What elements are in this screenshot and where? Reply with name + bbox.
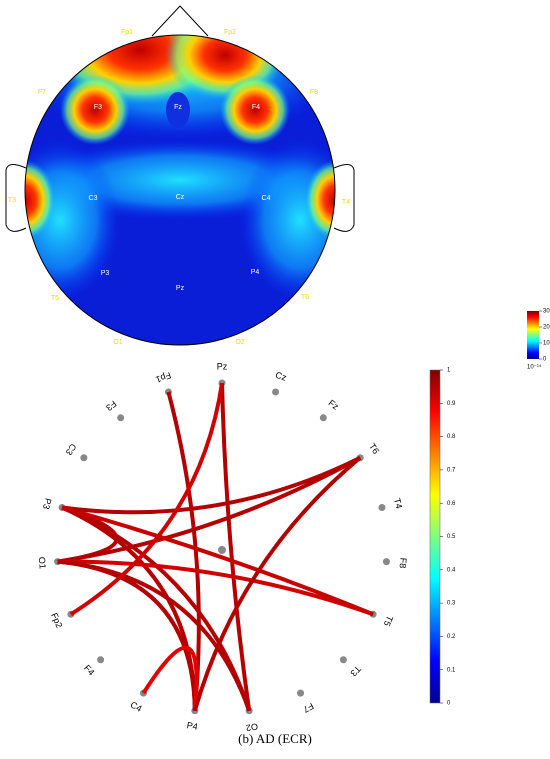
edge	[61, 455, 362, 515]
electrode-label: P4	[251, 269, 260, 276]
tick-label: 0.4	[447, 567, 456, 573]
node-dot	[319, 414, 327, 422]
electrode-label: T3	[8, 197, 16, 204]
edge	[61, 505, 374, 617]
tick-label: 0.8	[447, 434, 456, 440]
node-label: O2	[245, 721, 258, 733]
electrode-label: F8	[310, 89, 318, 96]
electrode-label: Pz	[176, 285, 185, 292]
colorbar	[429, 369, 441, 704]
electrode-label: Fp2	[224, 29, 236, 36]
tick-label: 0.3	[447, 601, 456, 607]
electrode-label: T4	[342, 199, 350, 206]
edge	[57, 559, 252, 712]
node-label: C3	[64, 442, 79, 457]
tick-label: 0	[447, 701, 451, 707]
edge	[141, 645, 199, 711]
electrode-label: P3	[101, 270, 110, 277]
node-label: T4	[392, 497, 404, 510]
ear	[333, 164, 355, 232]
node-label: T6	[367, 442, 381, 456]
node-label: Pz	[217, 361, 228, 371]
electrode-label: C3	[89, 195, 98, 202]
tick-label: 0	[543, 357, 547, 363]
tick-label: 0.7	[447, 467, 456, 473]
edge	[220, 382, 252, 712]
node-label: F3	[104, 398, 118, 412]
tick-label: 10	[543, 341, 550, 347]
node-label: F4	[82, 663, 96, 678]
node-label: F7	[301, 701, 315, 715]
electrode-label: T5	[51, 295, 59, 302]
electrode-label: C4	[262, 195, 271, 202]
electrode-label: Fp1	[121, 29, 133, 36]
tick-label: 30	[543, 309, 550, 315]
nose	[151, 5, 209, 37]
head-map	[5, 5, 539, 359]
node-dot	[339, 656, 347, 664]
node-label: F8	[398, 557, 409, 568]
node-label: T5	[382, 614, 395, 628]
tick-label: 0.6	[447, 501, 456, 507]
node-dot	[382, 558, 390, 566]
edge	[192, 456, 362, 712]
electrode-label: Fz	[174, 104, 182, 111]
node-dot	[297, 689, 305, 697]
electrode-label: Cz	[176, 194, 185, 201]
colorbar-exponent: 10⁻¹⁴	[527, 364, 542, 371]
node-label: Cz	[274, 370, 288, 383]
tick-label: 20	[543, 325, 550, 331]
node-label: P4	[186, 720, 199, 732]
node-dot	[117, 414, 125, 422]
node-dot	[80, 454, 88, 462]
node-dot	[378, 503, 386, 511]
node-label: Fz	[327, 398, 341, 412]
colorbar	[527, 311, 539, 359]
tick-label: 0.9	[447, 401, 456, 407]
node-label: P3	[41, 497, 53, 510]
electrode-label: F4	[252, 104, 260, 111]
tick-label: 1	[447, 368, 451, 374]
tick-label: 0.5	[447, 534, 456, 540]
ear	[5, 164, 27, 232]
node-label: Fp1	[154, 370, 172, 384]
edge	[57, 559, 374, 617]
electrode-label: F3	[94, 104, 102, 111]
electrode-label: F7	[38, 89, 46, 96]
edge	[69, 382, 224, 616]
node-label: C4	[129, 699, 144, 713]
edge	[57, 456, 362, 564]
node-dot	[272, 388, 280, 396]
electrode-label: O2	[235, 339, 244, 346]
electrode-label: T6	[301, 294, 309, 301]
tick-label: 0.1	[447, 667, 456, 673]
node-dot	[97, 656, 105, 664]
caption: (b) AD (ECR)	[238, 731, 312, 746]
tick-label: 0.2	[447, 634, 456, 640]
node-label: O1	[37, 556, 48, 569]
electrode-label: O1	[113, 339, 122, 346]
node-label: T3	[348, 664, 362, 679]
node-dot	[218, 546, 226, 554]
node-label: Fp2	[49, 611, 64, 629]
